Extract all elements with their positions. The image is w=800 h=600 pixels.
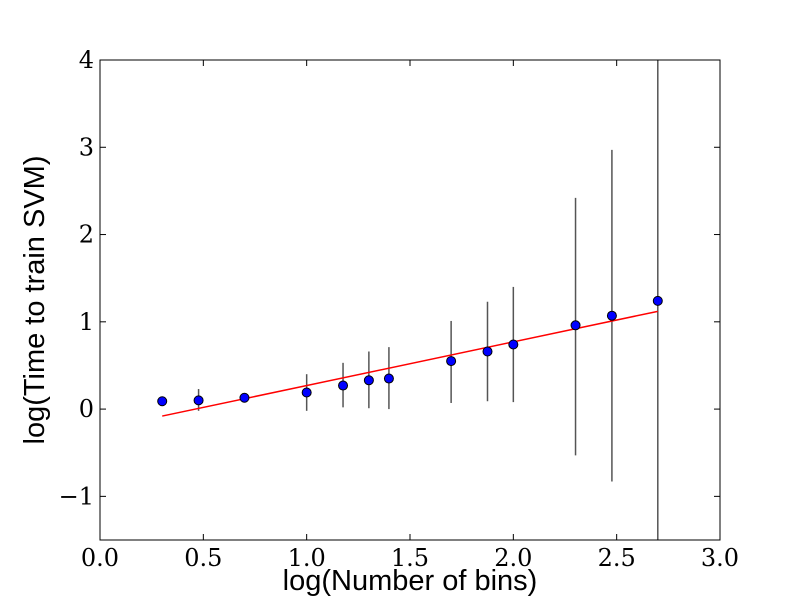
plot-frame (99, 59, 721, 541)
data-point (383, 373, 394, 384)
data-point (652, 295, 663, 306)
y-tick-labels: −1 0 1 2 3 4 (59, 46, 94, 510)
x-tick-label: 1.5 (391, 544, 429, 572)
y-tick-label: 3 (79, 133, 94, 161)
data-point (482, 346, 493, 357)
data-point (508, 339, 519, 350)
y-axis-label: log(Time to train SVM) (19, 156, 51, 445)
x-tick-label: 1.0 (288, 544, 326, 572)
y-tick-label: 1 (79, 308, 94, 336)
y-tick-label: 0 (79, 395, 94, 423)
x-tick-label: 3.0 (701, 544, 739, 572)
data-point (606, 310, 617, 321)
x-tick-label: 0.5 (184, 544, 222, 572)
data-point (239, 392, 250, 403)
data-point (338, 380, 349, 391)
data-point (363, 375, 374, 386)
plot-area (100, 60, 720, 540)
data-point (301, 387, 312, 398)
x-tick-labels: 0.0 0.5 1.0 1.5 2.0 2.5 3.0 (81, 544, 739, 572)
data-point (157, 396, 168, 407)
axis-ticks (99, 59, 721, 540)
y-tick-label: 2 (79, 221, 94, 249)
y-tick-label: 4 (79, 46, 94, 74)
x-tick-label: 0.0 (81, 544, 119, 572)
x-tick-label: 2.0 (494, 544, 532, 572)
data-point (446, 356, 457, 367)
y-tick-label: −1 (59, 482, 94, 510)
data-point (193, 395, 204, 406)
x-axis-label: log(Number of bins) (283, 565, 538, 597)
data-points (157, 295, 663, 407)
data-point (570, 320, 581, 331)
x-tick-label: 2.5 (598, 544, 636, 572)
